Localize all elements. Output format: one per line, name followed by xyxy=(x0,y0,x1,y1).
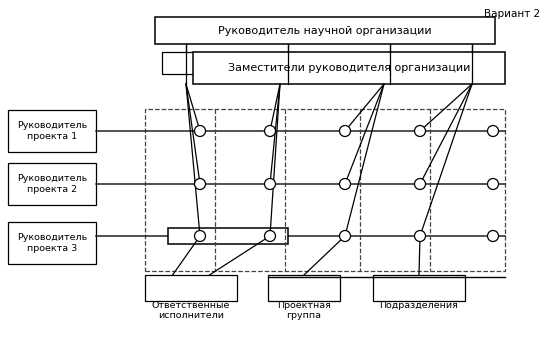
Text: Руководитель
проекта 1: Руководитель проекта 1 xyxy=(17,121,87,141)
Bar xyxy=(8,222,96,264)
Text: Ответственные
исполнители: Ответственные исполнители xyxy=(152,301,230,320)
Circle shape xyxy=(265,230,276,241)
Circle shape xyxy=(488,230,498,241)
Bar xyxy=(8,163,96,205)
Circle shape xyxy=(488,179,498,190)
Circle shape xyxy=(194,230,205,241)
Text: Руководитель
проекта 3: Руководитель проекта 3 xyxy=(17,233,87,253)
Bar xyxy=(155,17,495,44)
Circle shape xyxy=(488,126,498,137)
Text: Руководитель научной организации: Руководитель научной организации xyxy=(218,25,432,35)
Bar xyxy=(162,52,210,74)
Circle shape xyxy=(265,179,276,190)
Bar xyxy=(268,275,340,301)
Text: Руководитель
проекта 2: Руководитель проекта 2 xyxy=(17,174,87,194)
Circle shape xyxy=(339,179,350,190)
Bar xyxy=(373,275,465,301)
Circle shape xyxy=(414,230,425,241)
Bar xyxy=(264,52,312,74)
Circle shape xyxy=(339,126,350,137)
Bar xyxy=(8,110,96,152)
Circle shape xyxy=(339,230,350,241)
Circle shape xyxy=(194,179,205,190)
Bar xyxy=(193,52,505,84)
Circle shape xyxy=(265,126,276,137)
Bar xyxy=(366,52,414,74)
Circle shape xyxy=(414,179,425,190)
Bar xyxy=(145,275,237,301)
Circle shape xyxy=(414,126,425,137)
Bar xyxy=(168,228,288,244)
Bar xyxy=(448,52,496,74)
Text: Подразделения: Подразделения xyxy=(379,301,458,310)
Bar xyxy=(145,109,505,271)
Text: Проектная
группа: Проектная группа xyxy=(277,301,331,320)
Text: Вариант 2: Вариант 2 xyxy=(484,9,540,19)
Text: Заместители руководителя организации: Заместители руководителя организации xyxy=(228,63,470,73)
Circle shape xyxy=(194,126,205,137)
